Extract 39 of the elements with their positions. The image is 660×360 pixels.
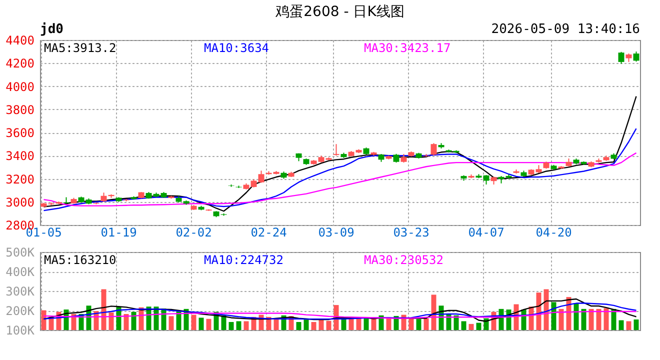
y-tick-label: 3200 — [6, 172, 34, 186]
text: MA30:230532 — [364, 253, 444, 267]
x-tick-label: 04-20 — [536, 226, 572, 240]
y-tick-label: 3000 — [6, 195, 34, 210]
line-series — [43, 302, 637, 320]
x-tick-label: 02-24 — [250, 226, 287, 240]
y-tick-label: 300K — [6, 284, 36, 298]
text: MA5:3913.2 — [44, 41, 116, 55]
candlestick — [333, 144, 340, 156]
candlestick — [618, 51, 624, 64]
x-tick-label: 02-02 — [176, 226, 212, 240]
chart-title: 鸡蛋2608 - 日K线图 — [274, 4, 404, 20]
y-tick-label: 200K — [6, 304, 36, 318]
candlestick — [100, 192, 107, 202]
y-tick-label: 4400 — [6, 34, 34, 48]
text: jd0 — [40, 22, 64, 37]
line-series — [43, 310, 637, 319]
line-series — [43, 128, 637, 212]
y-tick-label: 4000 — [6, 80, 34, 94]
y-tick-label: 4200 — [6, 56, 34, 71]
candlestick — [430, 142, 437, 156]
text: MA10:3634 — [204, 41, 270, 55]
text: MA5:163210 — [44, 253, 116, 267]
candlestick — [633, 51, 640, 62]
text: 2026-05-09 13:40:16 — [491, 22, 640, 37]
x-tick-label: 03-09 — [318, 226, 354, 240]
y-tick-label: 400K — [6, 265, 36, 279]
x-tick-label: 04-07 — [468, 226, 504, 240]
y-tick-label: 100K — [6, 324, 36, 338]
x-tick-label: 03-23 — [393, 226, 430, 240]
line-series — [43, 152, 637, 206]
text: MA10:224732 — [204, 253, 284, 267]
y-tick-label: 3600 — [6, 126, 34, 140]
y-tick-label: 3400 — [6, 149, 34, 164]
y-tick-label: 500K — [6, 246, 36, 260]
text: MA30:3423.17 — [364, 41, 451, 55]
line-series — [43, 96, 637, 212]
y-tick-label: 3800 — [6, 102, 34, 117]
x-tick-label: 01-19 — [100, 226, 137, 240]
